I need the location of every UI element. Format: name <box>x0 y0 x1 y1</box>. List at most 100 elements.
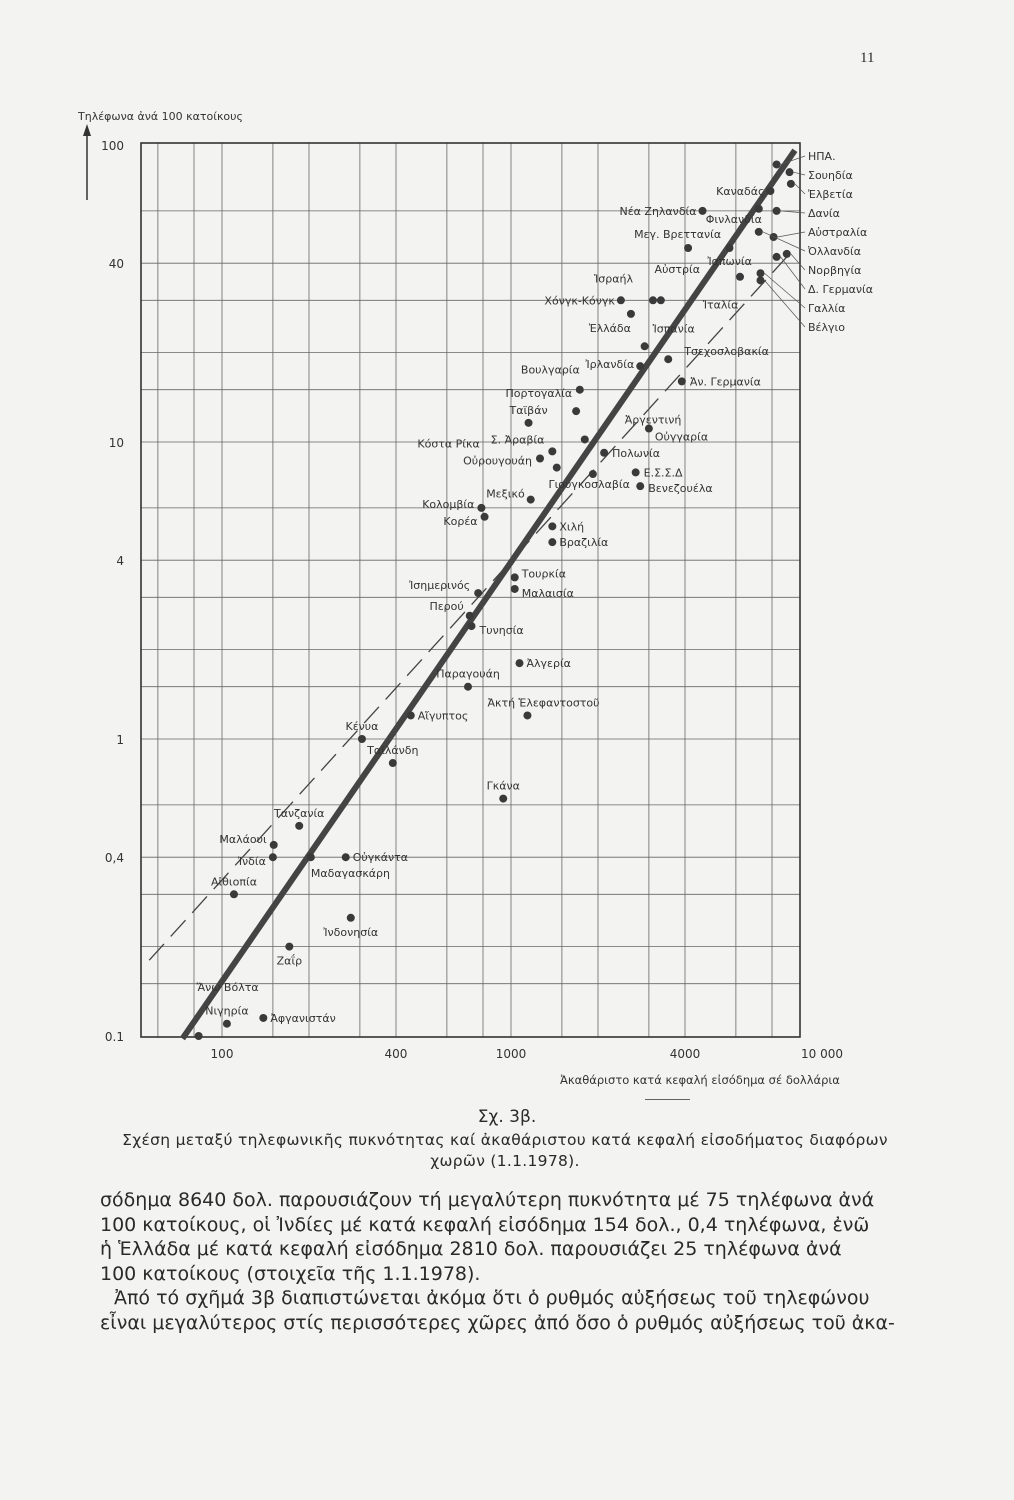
data-point <box>736 272 745 281</box>
point-label: Δ. Γερμανία <box>808 283 873 296</box>
data-point <box>580 435 589 444</box>
data-point <box>341 853 350 862</box>
leader-line <box>794 183 806 195</box>
point-label: Ἰταλία <box>703 298 739 311</box>
point-label: Αὐστρία <box>655 263 700 276</box>
point-label: Ἄνω Βόλτα <box>197 981 259 994</box>
data-point <box>306 853 315 862</box>
point-label: Νιγηρία <box>205 1005 248 1018</box>
plot-frame <box>140 142 801 1038</box>
body-line: ἡ Ἑλλάδα μέ κατά κεφαλή εἰσόδημα 2810 δο… <box>100 1238 842 1260</box>
point-label: Βραζιλία <box>559 536 608 549</box>
point-label: Ε.Σ.Σ.Δ <box>644 466 683 479</box>
data-point <box>548 522 557 531</box>
solid-trend-line <box>180 148 798 1041</box>
leader-line <box>764 280 806 328</box>
data-point <box>664 355 673 364</box>
data-point <box>388 759 397 768</box>
point-label: Ἀλγερία <box>526 657 570 670</box>
data-point <box>772 252 781 261</box>
point-labels: ΗΠΑ. Σουηδία Ἐλβετία Καναδάς Νέα Ζηλανδία Δαν… <box>197 150 873 1025</box>
point-label: Μεξικό <box>486 488 525 501</box>
data-point <box>684 243 693 252</box>
data-point <box>756 269 765 278</box>
point-label: Αὐστραλία <box>808 226 867 239</box>
x-axis-label: Ἀκαθάριστο κατά κεφαλή εἰσόδημα σέ δολλά… <box>560 1073 840 1087</box>
point-label: Καναδάς <box>716 185 764 198</box>
point-label: Νέα Ζηλανδία <box>619 205 696 218</box>
data-point <box>754 204 763 213</box>
point-label: ΗΠΑ. <box>808 150 836 163</box>
point-label: Χόνγκ-Κόνγκ <box>544 294 615 307</box>
data-point <box>552 463 561 472</box>
data-point <box>626 309 635 318</box>
x-tick-label: 4000 <box>670 1047 701 1061</box>
point-label: Χιλή <box>559 520 584 533</box>
figure-caption: Σχέση μεταξύ τηλεφωνικῆς πυκνότητας καί … <box>122 1131 888 1170</box>
point-label: Ταϊλάνδη <box>366 744 418 757</box>
x-tick-label: 400 <box>385 1047 408 1061</box>
point-label: Τανζανία <box>273 807 324 820</box>
data-point <box>464 682 473 691</box>
y-tick-labels: 100 40 10 4 1 0,4 0.1 <box>101 139 124 1044</box>
data-point <box>346 913 355 922</box>
point-label: Ἰσπανία <box>653 322 695 335</box>
point-label: Μεγ. Βρεττανία <box>634 228 721 241</box>
data-point <box>477 503 486 512</box>
leader-line <box>777 231 806 238</box>
data-point <box>588 470 597 479</box>
point-label: Ἰνδία <box>238 855 266 868</box>
scatter-chart: ΗΠΑ. Σουηδία Ἐλβετία Καναδάς Νέα Ζηλανδία Δαν… <box>77 110 873 1100</box>
y-tick-label: 100 <box>101 139 124 153</box>
data-points <box>194 160 795 1040</box>
body-line: 100 κατοίκους, οἱ Ἰνδίες μέ κατά κεφαλή … <box>100 1213 870 1236</box>
leader-line <box>793 171 806 176</box>
data-point <box>194 1032 203 1040</box>
data-point <box>536 454 545 463</box>
figure-number: Σχ. 3β. <box>477 1107 537 1127</box>
data-point <box>766 187 775 196</box>
point-label: Νορβηγία <box>808 264 861 277</box>
point-label: Τσεχοσλοβακία <box>683 345 769 358</box>
data-point <box>644 424 653 433</box>
data-point <box>295 821 304 830</box>
point-label: Ταϊβάν <box>508 404 547 417</box>
data-point <box>636 362 645 371</box>
data-point <box>465 611 474 620</box>
point-label: Μαλαισία <box>522 587 574 600</box>
data-point <box>467 622 476 631</box>
data-point <box>785 168 794 177</box>
data-point <box>269 840 278 849</box>
data-point <box>510 573 519 582</box>
data-point <box>649 296 658 305</box>
data-point <box>285 942 294 951</box>
data-point <box>631 468 640 477</box>
point-label: Γιουγκοσλαβία <box>548 478 629 491</box>
point-label: Σ. Ἀραβία <box>491 433 545 446</box>
data-point <box>772 206 781 215</box>
data-point <box>515 659 524 668</box>
point-label: Κολομβία <box>422 498 474 511</box>
y-tick-label: 4 <box>116 554 124 568</box>
y-tick-label: 1 <box>116 733 124 747</box>
data-point <box>656 296 665 305</box>
y-tick-label: 0,4 <box>105 851 124 865</box>
data-point <box>756 276 765 285</box>
point-label: Κένυα <box>346 720 379 733</box>
data-point <box>523 711 532 720</box>
point-label: Ἀν. Γερμανία <box>690 375 761 388</box>
data-point <box>600 448 609 457</box>
point-label: Οὐγγαρία <box>655 431 708 444</box>
point-label: Γκάνα <box>487 780 520 793</box>
point-label: Κόστα Ρίκα <box>417 438 479 451</box>
point-label: Ἑλλάδα <box>589 322 631 335</box>
point-label: Πολωνία <box>612 447 660 460</box>
data-point <box>259 1013 268 1022</box>
data-point <box>499 794 508 803</box>
point-label: Ἰαπωνία <box>707 255 751 268</box>
y-axis-label: Τηλέφωνα ἀνά 100 κατοίκους <box>77 110 243 123</box>
point-label: Μαδαγασκάρη <box>311 867 390 880</box>
x-tick-label: 100 <box>211 1047 234 1061</box>
point-label: Οὐρουγουάη <box>463 454 532 467</box>
point-label: Ἰσραήλ <box>594 272 633 285</box>
